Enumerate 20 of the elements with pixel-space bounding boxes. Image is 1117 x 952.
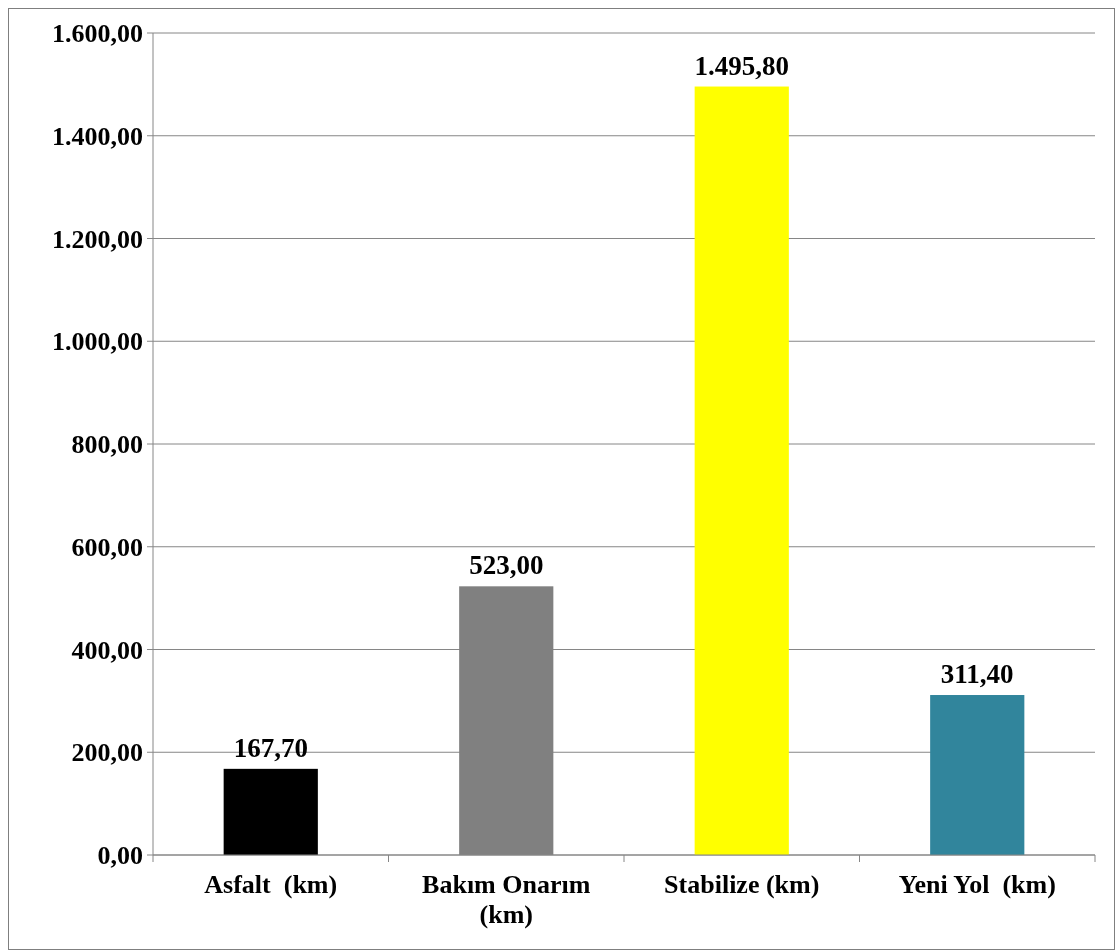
y-tick-label: 600,00: [71, 532, 143, 562]
y-tick-label: 1.200,00: [52, 224, 143, 254]
data-label: 311,40: [940, 659, 1014, 690]
y-tick-label: 400,00: [71, 635, 143, 665]
y-tick-label: 800,00: [71, 430, 143, 460]
x-tick-label: Bakım Onarım (km): [422, 870, 591, 929]
y-tick-label: 200,00: [71, 738, 143, 768]
bar: [694, 86, 789, 855]
x-tick-label: Asfalt (km): [204, 870, 338, 899]
x-tick-label: Stabilize (km): [664, 870, 820, 899]
x-tick-label: Yeni Yol (km): [898, 870, 1056, 899]
data-label: 523,00: [469, 550, 544, 581]
data-label: 1.495,80: [694, 50, 789, 81]
y-tick-label: 0,00: [97, 841, 143, 871]
bar: [223, 768, 318, 855]
data-label: 167,70: [233, 732, 308, 763]
y-tick-label: 1.000,00: [52, 327, 143, 357]
bar: [930, 695, 1025, 855]
y-tick-label: 1.400,00: [52, 121, 143, 151]
y-tick-label: 1.600,00: [52, 19, 143, 49]
